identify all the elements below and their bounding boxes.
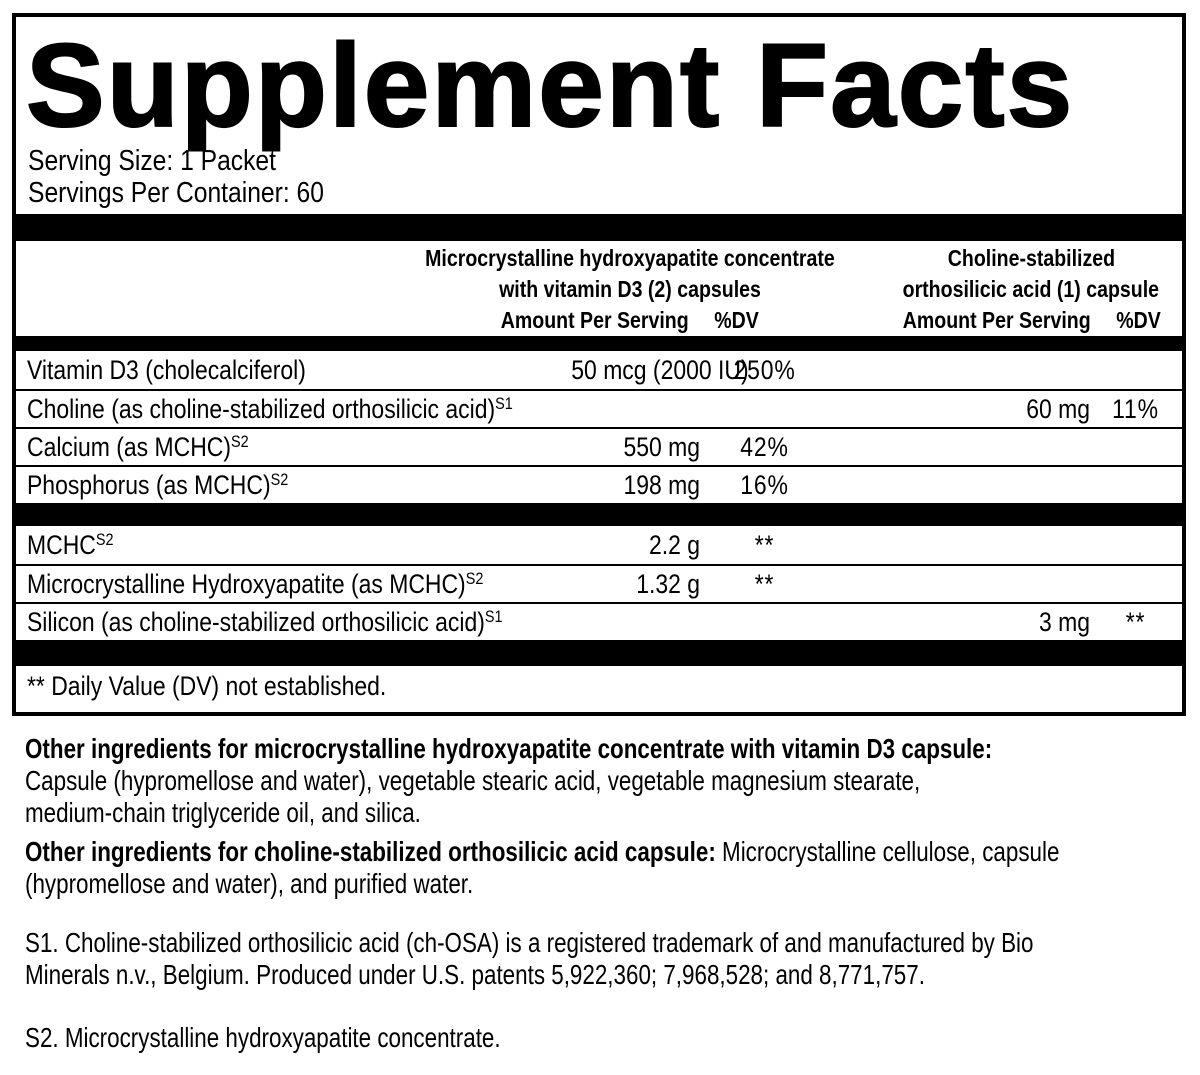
group2-dv-header: %DV bbox=[1116, 307, 1161, 333]
nutrient-rows-group-2: MCHCS2 2.2 g ** Microcrystalline Hydroxy… bbox=[16, 526, 1182, 640]
dv-cell: 42% bbox=[740, 431, 790, 462]
nutrient-label: Vitamin D3 (cholecalciferol) bbox=[27, 354, 306, 385]
group1-amount-header: Amount Per Serving bbox=[500, 307, 689, 333]
group2-name-line2: orthosilicic acid (1) capsule bbox=[902, 276, 1160, 302]
nutrient-row-microcrystalline-hydroxyapatite: Microcrystalline Hydroxyapatite (as MCHC… bbox=[16, 564, 1182, 602]
nutrient-label: Phosphorus (as MCHC)S2 bbox=[27, 469, 289, 500]
s1-line2: Minerals n.v., Belgium. Produced under U… bbox=[25, 959, 925, 990]
dv-footnote-text: ** Daily Value (DV) not established. bbox=[27, 671, 387, 701]
group1-subheaders: Amount Per Serving %DV bbox=[501, 305, 759, 336]
dv-cell: 11% bbox=[1112, 393, 1160, 424]
amount-cell: 1.32 g bbox=[636, 568, 700, 599]
servings-per-container-text: Servings Per Container: 60 bbox=[28, 177, 324, 209]
below-panel-text: Other ingredients for microcrystalline h… bbox=[25, 733, 1195, 1054]
nutrient-rows-group-1: Vitamin D3 (cholecalciferol) 50 mcg (200… bbox=[16, 351, 1182, 503]
group1-dv-header: %DV bbox=[714, 307, 759, 333]
amount-cell: 198 mg bbox=[623, 469, 700, 500]
dv-cell: 16% bbox=[740, 469, 790, 500]
column-headers: Microcrystalline hydroxyapatite concentr… bbox=[16, 243, 1182, 336]
group2-subheaders: Amount Per Serving %DV bbox=[903, 305, 1161, 336]
other-ingredients-paragraph-1: Other ingredients for microcrystalline h… bbox=[25, 733, 1195, 829]
nutrient-label: Calcium (as MCHC)S2 bbox=[27, 431, 249, 462]
column-group-1-header: Microcrystalline hydroxyapatite concentr… bbox=[380, 243, 880, 336]
other-ingredients-paragraph-2: Other ingredients for choline-stabilized… bbox=[25, 836, 1195, 900]
nutrient-row-silicon: Silicon (as choline-stabilized orthosili… bbox=[16, 602, 1182, 640]
s2-line1: S2. Microcrystalline hydroxyapatite conc… bbox=[25, 1022, 501, 1053]
dv-cell: ** bbox=[1126, 606, 1146, 637]
group1-name-line2: with vitamin D3 (2) capsules bbox=[499, 276, 761, 302]
amount-cell: 3 mg bbox=[1038, 606, 1090, 637]
oi1-line2: Capsule (hypromellose and water), vegeta… bbox=[25, 765, 921, 796]
nutrient-label: Choline (as choline-stabilized orthosili… bbox=[27, 393, 513, 424]
footnote-s2: S2. Microcrystalline hydroxyapatite conc… bbox=[25, 1022, 1195, 1054]
oi1-line3: medium-chain triglyceride oil, and silic… bbox=[25, 797, 421, 828]
group2-name-line1: Choline-stabilized bbox=[947, 245, 1115, 271]
nutrient-label: MCHCS2 bbox=[27, 529, 114, 560]
column-group-2-header: Choline-stabilized orthosilicic acid (1)… bbox=[880, 243, 1182, 336]
oi2-line1: Other ingredients for choline-stabilized… bbox=[25, 836, 1060, 867]
servings-per-container: Servings Per Container: 60 bbox=[28, 177, 1182, 209]
dv-footnote: ** Daily Value (DV) not established. bbox=[16, 666, 1182, 712]
nutrient-row-phosphorus: Phosphorus (as MCHC)S2 198 mg 16% bbox=[16, 465, 1182, 503]
s1-line1: S1. Choline-stabilized orthosilicic acid… bbox=[25, 927, 1034, 958]
nutrient-row-calcium: Calcium (as MCHC)S2 550 mg 42% bbox=[16, 427, 1182, 465]
header-spacer bbox=[16, 243, 380, 336]
dv-cell: ** bbox=[755, 568, 775, 599]
amount-cell: 550 mg bbox=[623, 431, 700, 462]
nutrient-row-vitamin-d3: Vitamin D3 (cholecalciferol) 50 mcg (200… bbox=[16, 351, 1182, 389]
serving-size: Serving Size: 1 Packet bbox=[28, 145, 1182, 177]
thick-rule-middle bbox=[16, 503, 1182, 526]
nutrient-label: Silicon (as choline-stabilized orthosili… bbox=[27, 606, 503, 637]
oi2-line2: (hypromellose and water), and purified w… bbox=[25, 868, 474, 899]
thick-rule-headers bbox=[16, 336, 1182, 351]
oi1-line1: Other ingredients for microcrystalline h… bbox=[25, 733, 993, 764]
supplement-facts-panel: Supplement Facts Serving Size: 1 Packet … bbox=[12, 13, 1186, 716]
dv-cell: ** bbox=[755, 529, 775, 560]
dv-cell: 250% bbox=[733, 354, 797, 385]
trademark-footnote-s1: S1. Choline-stabilized orthosilicic acid… bbox=[25, 927, 1195, 991]
amount-cell: 2.2 g bbox=[648, 529, 700, 560]
nutrient-label: Microcrystalline Hydroxyapatite (as MCHC… bbox=[27, 568, 484, 599]
thick-rule-bottom bbox=[16, 640, 1182, 666]
amount-cell: 50 mcg (2000 IU) bbox=[571, 354, 749, 385]
nutrient-row-mchc: MCHCS2 2.2 g ** bbox=[16, 526, 1182, 564]
nutrient-row-choline: Choline (as choline-stabilized orthosili… bbox=[16, 389, 1182, 427]
serving-size-text: Serving Size: 1 Packet bbox=[28, 145, 277, 177]
panel-title: Supplement Facts bbox=[25, 20, 1075, 152]
amount-cell: 60 mg bbox=[1026, 393, 1090, 424]
group1-name-line1: Microcrystalline hydroxyapatite concentr… bbox=[425, 245, 835, 271]
thick-rule-top bbox=[16, 214, 1182, 241]
group2-amount-header: Amount Per Serving bbox=[902, 307, 1091, 333]
